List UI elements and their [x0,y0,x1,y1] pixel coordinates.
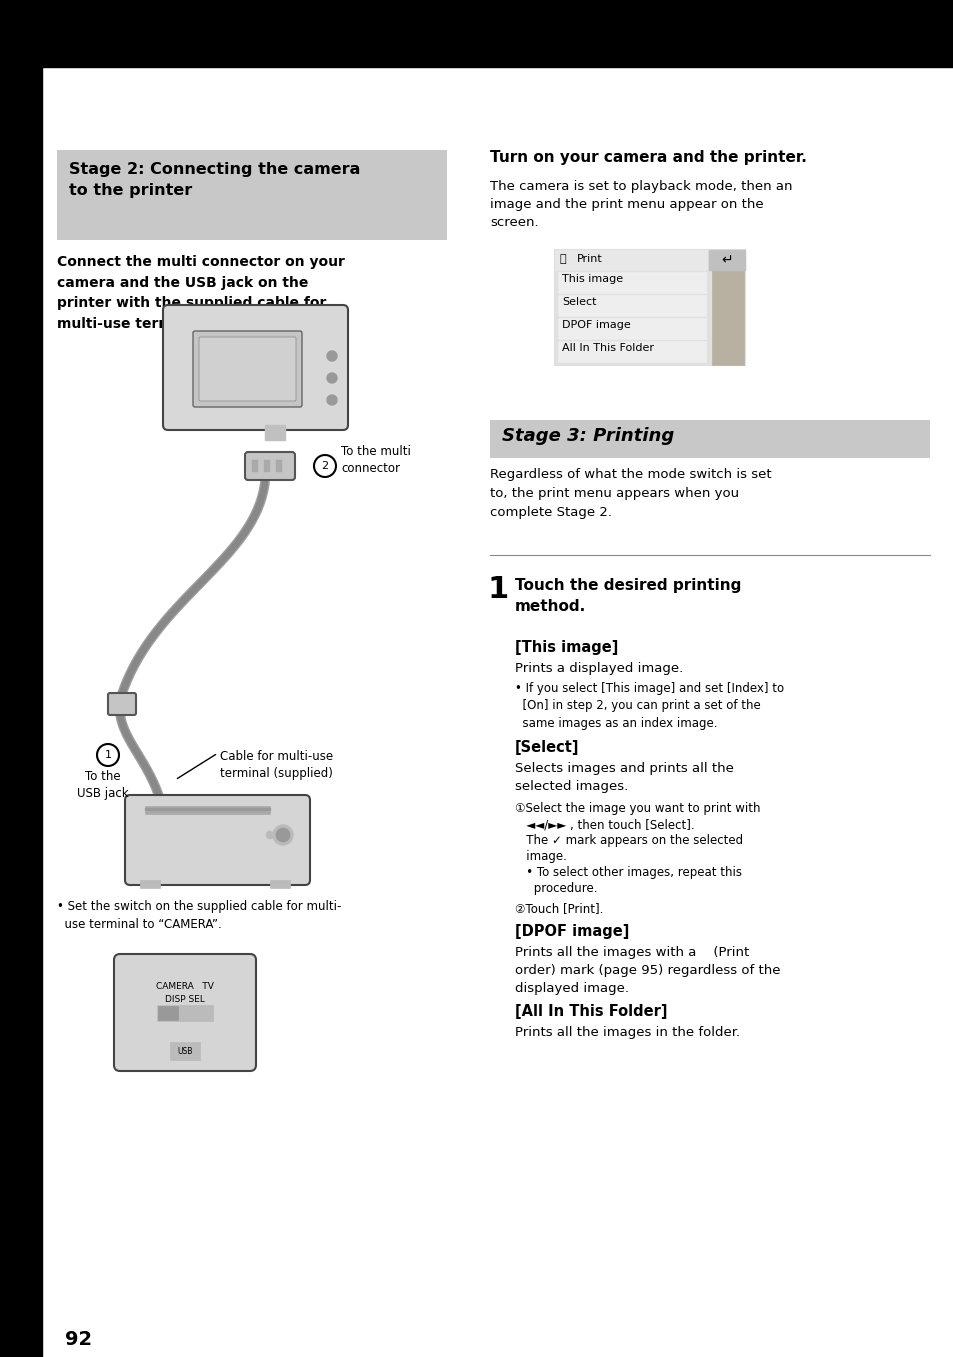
Text: Stage 3: Printing: Stage 3: Printing [501,427,674,445]
Bar [558,294,705,316]
Text: image.: image. [515,849,566,863]
Text: [This image]: [This image] [515,641,618,655]
Text: The ✓ mark appears on the selected: The ✓ mark appears on the selected [515,835,742,847]
Bar [555,250,706,270]
Text: DISP SEL: DISP SEL [165,995,205,1004]
Bar [275,460,282,472]
Circle shape [273,825,293,845]
Text: Prints all the images in the folder.: Prints all the images in the folder. [515,1026,740,1039]
Circle shape [266,830,274,839]
Text: To the
USB jack: To the USB jack [77,769,129,801]
Text: [Select]: [Select] [515,740,578,754]
Circle shape [275,828,290,841]
Bar [157,1006,213,1020]
Circle shape [327,373,336,383]
Bar [490,421,929,459]
FancyBboxPatch shape [193,331,302,407]
Bar [252,460,257,472]
Text: CAMERA   TV: CAMERA TV [156,982,213,991]
Text: Touch the desired printing
method.: Touch the desired printing method. [515,578,740,613]
Bar [265,425,285,440]
FancyBboxPatch shape [108,693,136,715]
Bar [158,1006,178,1020]
Text: Connect the multi connector on your
camera and the USB jack on the
printer with : Connect the multi connector on your came… [57,255,345,331]
Text: Turn on your camera and the printer.: Turn on your camera and the printer. [490,151,806,166]
Text: [DPOF image]: [DPOF image] [515,924,629,939]
Text: Prints all the images with a    (Print
order) mark (page 95) regardless of the
d: Prints all the images with a (Print orde… [515,946,780,995]
Text: Selects images and prints all the
selected images.: Selects images and prints all the select… [515,763,733,792]
Text: Cable for multi-use
terminal (supplied): Cable for multi-use terminal (supplied) [220,750,333,780]
Text: 1: 1 [488,575,509,604]
Text: • To select other images, repeat this: • To select other images, repeat this [515,866,741,879]
Text: 1: 1 [105,750,112,760]
FancyBboxPatch shape [245,452,294,480]
Bar [264,460,270,472]
Text: 2: 2 [321,461,328,471]
Text: ↵: ↵ [720,252,732,267]
Text: DPOF image: DPOF image [561,320,630,330]
Text: To the multi
connector: To the multi connector [340,445,411,475]
Text: 92: 92 [65,1330,92,1349]
FancyBboxPatch shape [163,305,348,430]
Text: This image: This image [561,274,622,284]
Text: • If you select [This image] and set [Index] to
  [On] in step 2, you can print : • If you select [This image] and set [In… [515,683,783,730]
Bar [555,250,744,365]
Text: USB: USB [177,1046,193,1056]
Text: Stage 2: Connecting the camera
to the printer: Stage 2: Connecting the camera to the pr… [69,161,360,198]
Bar [145,807,270,810]
Bar [57,151,447,240]
Text: Select: Select [561,297,596,307]
Text: Prints a displayed image.: Prints a displayed image. [515,662,682,674]
FancyBboxPatch shape [113,954,255,1071]
Circle shape [327,351,336,361]
Text: ①Select the image you want to print with: ①Select the image you want to print with [515,802,760,816]
FancyBboxPatch shape [199,337,295,402]
Circle shape [327,395,336,404]
Text: • Set the switch on the supplied cable for multi-
  use terminal to “CAMERA”.: • Set the switch on the supplied cable f… [57,900,341,931]
Bar [270,879,290,887]
Bar [558,341,705,362]
Text: Print: Print [577,254,602,265]
Bar [0,66,42,1357]
Text: procedure.: procedure. [515,882,597,896]
Text: [All In This Folder]: [All In This Folder] [515,1004,667,1019]
Text: ◄◄/►► , then touch [Select].: ◄◄/►► , then touch [Select]. [515,818,694,830]
Text: Regardless of what the mode switch is set
to, the print menu appears when you
co: Regardless of what the mode switch is se… [490,468,771,518]
Text: ②Touch [Print].: ②Touch [Print]. [515,902,602,915]
Text: ⎙: ⎙ [559,254,566,265]
Bar [170,1042,200,1060]
Text: The camera is set to playback mode, then an
image and the print menu appear on t: The camera is set to playback mode, then… [490,180,792,229]
Circle shape [314,455,335,478]
Bar [708,250,744,270]
Bar [711,270,743,365]
Bar [0,0,953,66]
Text: All In This Folder: All In This Folder [561,343,654,353]
Bar [558,318,705,339]
FancyBboxPatch shape [125,795,310,885]
Bar [558,271,705,293]
Bar [140,879,160,887]
Circle shape [97,744,119,765]
Bar [145,806,270,814]
